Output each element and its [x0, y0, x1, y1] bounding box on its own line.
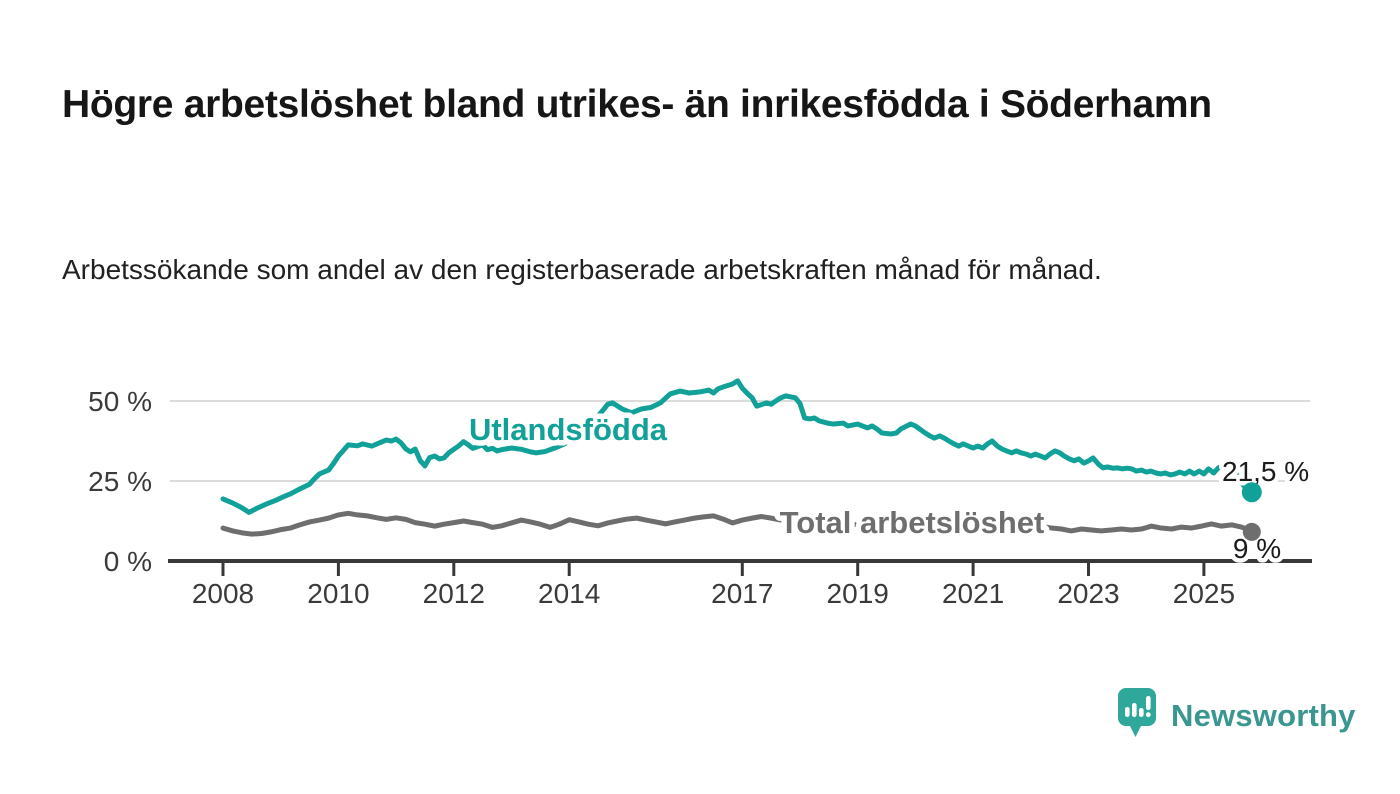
newsworthy-brand-link[interactable]: Newsworthy	[1116, 686, 1356, 745]
newsworthy-logo-icon	[1116, 686, 1158, 745]
x-tick-label-2023: 2023	[1057, 578, 1119, 609]
y-axis-label-25: 25 %	[88, 466, 152, 497]
x-tick-label-2008: 2008	[192, 578, 254, 609]
series-line-utlandsfodda	[220, 378, 1255, 515]
chart-subtitle: Arbetssökande som andel av den registerb…	[62, 254, 1102, 285]
y-axis-label-0: 0 %	[104, 546, 152, 577]
page-title: Högre arbetslöshet bland utrikes- än inr…	[62, 83, 1212, 127]
x-tick-label-2025: 2025	[1173, 578, 1235, 609]
end-dot-total-arbetsloshet	[1242, 522, 1261, 541]
y-axis-label-50: 50 %	[88, 386, 152, 417]
series-label-total-arbetsloshet: Total arbetslöshet	[780, 505, 1045, 540]
x-tick-label-2019: 2019	[827, 578, 889, 609]
x-tick-label-2021: 2021	[942, 578, 1004, 609]
series-label-total-arbetsloshet-halo: Total arbetslöshet	[780, 505, 1045, 540]
newsworthy-logo-text: Newsworthy	[1171, 697, 1356, 733]
x-tick-label-2014: 2014	[538, 578, 600, 609]
x-tick-label-2017: 2017	[711, 578, 773, 609]
x-tick-label-2010: 2010	[307, 578, 369, 609]
end-value-label-utlandsfodda: 21,5 %	[1222, 456, 1309, 487]
series-label-utlandsfodda-halo: Utlandsfödda	[469, 412, 668, 447]
series-line-total-arbetsloshet	[220, 510, 1255, 537]
x-tick-label-2012: 2012	[423, 578, 485, 609]
end-dot-utlandsfodda	[1241, 482, 1262, 503]
series-label-utlandsfodda: Utlandsfödda	[469, 412, 668, 447]
end-value-label-utlandsfodda-halo: 21,5 %	[1222, 456, 1309, 487]
